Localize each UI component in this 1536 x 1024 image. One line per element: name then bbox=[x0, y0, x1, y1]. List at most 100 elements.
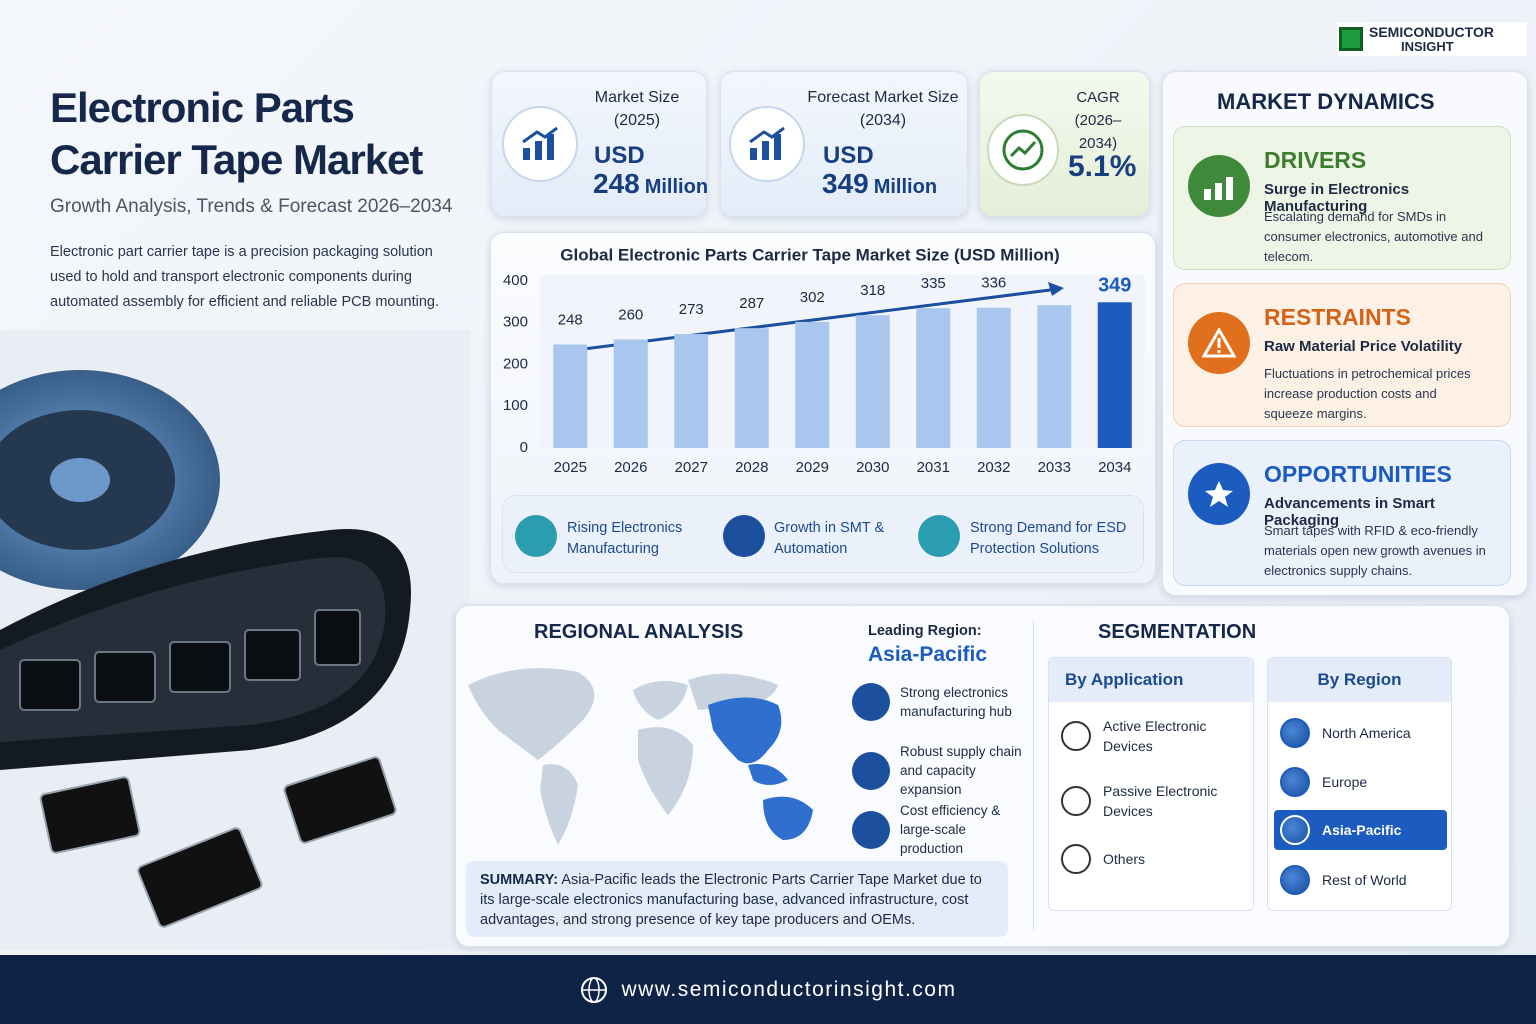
leading-region: Asia-Pacific bbox=[868, 643, 988, 666]
driver-card: DRIVERS Surge in Electronics Manufacturi… bbox=[1173, 126, 1511, 270]
icon bbox=[1205, 481, 1233, 507]
highlight-icon bbox=[918, 515, 960, 557]
kpi-card: Market Size (2025) USD 248 Million bbox=[491, 71, 708, 217]
point-text: Strong electronics manufacturing hub bbox=[900, 685, 1012, 719]
segment-item: Europe bbox=[1278, 765, 1444, 799]
divider bbox=[1033, 620, 1034, 930]
regional-title: REGIONAL ANALYSIS bbox=[534, 621, 744, 643]
summary-text: Asia-Pacific leads the Electronic Parts … bbox=[480, 872, 982, 928]
segment-item-highlight: Asia-Pacific bbox=[1274, 810, 1447, 850]
summary-box: SUMMARY: Asia-Pacific leads the Electron… bbox=[466, 861, 1008, 937]
segment-text: Rest of World bbox=[1322, 872, 1407, 888]
segment-icon bbox=[1280, 865, 1310, 895]
segment-icon bbox=[1280, 767, 1310, 797]
highlights-strip: Rising Electronics Manufacturing Growth … bbox=[502, 495, 1144, 573]
segment-header: By Application bbox=[1049, 658, 1253, 702]
globe-icon bbox=[580, 976, 607, 1003]
brand-mark bbox=[1339, 27, 1363, 51]
dynamics-heading: OPPORTUNITIES bbox=[1264, 461, 1452, 487]
segment-item: Passive Electronic Devices bbox=[1061, 781, 1241, 821]
world-map bbox=[468, 668, 813, 845]
restraint-card: RESTRAINTS Raw Material Price Volatility… bbox=[1173, 283, 1511, 427]
kpi-value: 349 bbox=[822, 168, 869, 199]
description: Electronic part carrier tape is a precis… bbox=[50, 244, 440, 310]
title-line: Carrier Tape Market bbox=[50, 136, 423, 183]
dynamics-icon bbox=[1188, 155, 1250, 217]
kpi-label: Forecast Market Size (2034) bbox=[807, 89, 959, 129]
point-icon bbox=[852, 751, 890, 790]
icon bbox=[1002, 129, 1044, 171]
segment-item: North America bbox=[1278, 716, 1444, 750]
dynamics-heading: DRIVERS bbox=[1264, 147, 1367, 173]
segment-item: Others bbox=[1061, 844, 1241, 874]
icon bbox=[1204, 177, 1233, 200]
point-text: Robust supply chain and capacity expansi… bbox=[900, 744, 1022, 797]
brand-logo: SEMICONDUCTOR INSIGHT bbox=[1337, 22, 1527, 56]
segment-text: Others bbox=[1103, 851, 1146, 867]
kpi-label: Market Size (2025) bbox=[594, 89, 680, 129]
kpi-label: CAGR (2026–2034) bbox=[1074, 89, 1122, 152]
kpi-icon bbox=[502, 106, 578, 182]
segment-item: Active Electronic Devices bbox=[1061, 716, 1241, 756]
segment-panel: By Region North America Europe Asia-Paci… bbox=[1267, 657, 1452, 911]
segment-icon bbox=[1061, 786, 1091, 816]
segment-icon bbox=[1280, 718, 1310, 748]
regional-point: Robust supply chain and capacity expansi… bbox=[852, 742, 1032, 799]
segment-icon bbox=[1061, 721, 1091, 751]
segment-icon bbox=[1061, 844, 1091, 874]
kpi-value: 248 bbox=[593, 168, 640, 199]
regional-point: Cost efficiency & large-scale production bbox=[852, 801, 1032, 858]
point-icon bbox=[852, 683, 890, 721]
dynamics-text: Fluctuations in petrochemical prices inc… bbox=[1264, 366, 1471, 421]
kpi-unit: Million bbox=[644, 176, 709, 198]
segmentation-title: SEGMENTATION bbox=[1098, 621, 1257, 643]
icon bbox=[522, 126, 558, 160]
highlight-text: Rising Electronics Manufacturing bbox=[567, 520, 683, 557]
segment-header: By Region bbox=[1268, 658, 1451, 702]
kpi-value-wrap: 248 Million bbox=[593, 168, 708, 200]
kpi-value-wrap: 349 Million bbox=[822, 168, 937, 200]
segment-panel: By Application Active Electronic Devices… bbox=[1048, 657, 1254, 911]
dynamics-text: Escalating demand for SMDs in consumer e… bbox=[1264, 209, 1483, 264]
kpi-card: CAGR (2026–2034) 5.1% bbox=[979, 71, 1150, 217]
dynamics-icon bbox=[1188, 463, 1250, 525]
title: Electronic Parts Carrier Tape Market bbox=[50, 82, 423, 186]
footer: www.semiconductorinsight.com bbox=[0, 955, 1536, 1024]
dynamics-title: MARKET DYNAMICS bbox=[1217, 89, 1435, 114]
footer-url[interactable]: www.semiconductorinsight.com bbox=[621, 977, 957, 1001]
summary-label: SUMMARY: bbox=[480, 872, 559, 888]
highlight-icon bbox=[515, 515, 557, 557]
dynamics-text: Smart tapes with RFID & eco-friendly mat… bbox=[1264, 523, 1486, 578]
brand-line: SEMICONDUCTOR bbox=[1369, 24, 1494, 40]
dynamics-subheading: Surge in Electronics Manufacturing bbox=[1264, 181, 1410, 215]
highlight-text: Growth in SMT & Automation bbox=[774, 520, 885, 557]
regional-point: Strong electronics manufacturing hub bbox=[852, 683, 1032, 721]
highlight-icon bbox=[723, 515, 765, 557]
dynamics-subheading: Advancements in Smart Packaging bbox=[1264, 495, 1435, 529]
opportunity-card: OPPORTUNITIES Advancements in Smart Pack… bbox=[1173, 440, 1511, 586]
kpi-icon bbox=[987, 114, 1059, 186]
kpi-card: Forecast Market Size (2034) USD 349 Milli… bbox=[720, 71, 968, 217]
segment-text: North America bbox=[1322, 725, 1411, 741]
dynamics-subheading: Raw Material Price Volatility bbox=[1264, 338, 1463, 355]
kpi-currency: USD bbox=[594, 142, 645, 169]
segment-text: Active Electronic Devices bbox=[1103, 718, 1207, 754]
kpi-unit: Million bbox=[873, 176, 938, 198]
segment-text: Passive Electronic Devices bbox=[1103, 783, 1218, 819]
reel-illustration bbox=[0, 330, 470, 950]
kpi-icon bbox=[729, 106, 805, 182]
segment-text: Europe bbox=[1322, 774, 1368, 790]
point-text: Cost efficiency & large-scale production bbox=[900, 803, 1001, 856]
highlight-text: Strong Demand for ESD Protection Solutio… bbox=[970, 520, 1127, 557]
leading-label: Leading Region: bbox=[868, 623, 982, 639]
title-line: Electronic Parts bbox=[50, 84, 355, 131]
subtitle: Growth Analysis, Trends & Forecast 2026–… bbox=[50, 196, 453, 217]
dynamics-icon bbox=[1188, 312, 1250, 374]
segment-text: Asia-Pacific bbox=[1322, 822, 1402, 838]
brand-line: INSIGHT bbox=[1401, 39, 1454, 54]
icon bbox=[749, 126, 785, 160]
point-icon bbox=[852, 810, 890, 849]
kpi-value: 5.1% bbox=[1068, 150, 1137, 183]
dynamics-heading: RESTRAINTS bbox=[1264, 304, 1411, 330]
